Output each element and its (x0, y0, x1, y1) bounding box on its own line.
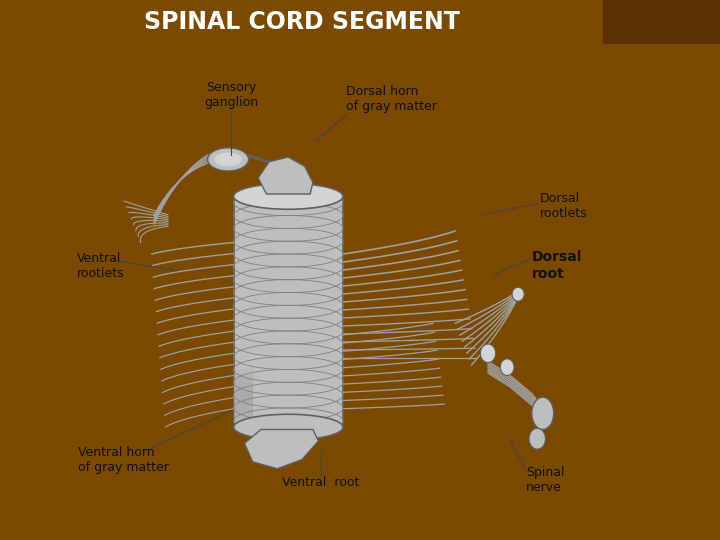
Polygon shape (258, 157, 313, 194)
Polygon shape (245, 429, 318, 469)
Text: Spinal
nerve: Spinal nerve (526, 466, 564, 494)
Text: Dorsal horn
of gray matter: Dorsal horn of gray matter (346, 85, 436, 113)
Ellipse shape (532, 397, 554, 429)
Text: SPINAL CORD SEGMENT: SPINAL CORD SEGMENT (145, 10, 460, 34)
Ellipse shape (480, 344, 495, 362)
Bar (233, 374, 253, 402)
Bar (233, 382, 253, 411)
Ellipse shape (500, 359, 514, 375)
Ellipse shape (529, 428, 546, 449)
FancyBboxPatch shape (233, 197, 343, 427)
Text: Dorsal
root: Dorsal root (532, 251, 582, 281)
Bar (233, 399, 253, 427)
Text: Ventral horn
of gray matter: Ventral horn of gray matter (78, 446, 168, 474)
Bar (233, 390, 253, 419)
Text: Dorsal
rootlets: Dorsal rootlets (540, 192, 588, 220)
Text: Ventral  root: Ventral root (282, 476, 360, 489)
Ellipse shape (207, 148, 248, 171)
Bar (233, 394, 253, 423)
Bar (233, 386, 253, 415)
Text: Sensory
ganglion: Sensory ganglion (204, 80, 258, 109)
Ellipse shape (215, 152, 242, 166)
Bar (603, 0, 720, 44)
Ellipse shape (233, 414, 343, 440)
Bar (233, 369, 253, 399)
Text: Ventral
rootlets: Ventral rootlets (76, 252, 124, 280)
Ellipse shape (233, 184, 343, 210)
Bar (233, 377, 253, 407)
Ellipse shape (512, 287, 524, 301)
